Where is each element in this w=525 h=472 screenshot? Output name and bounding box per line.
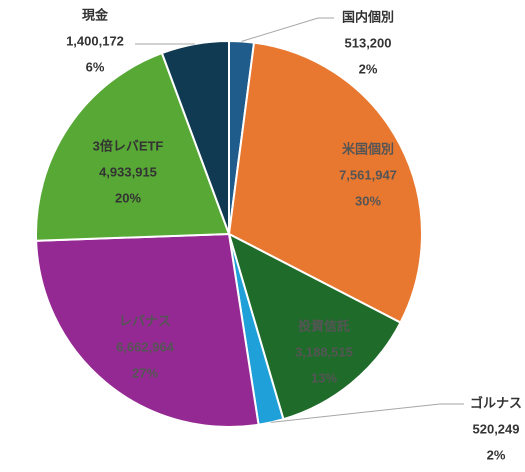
slice-value: 3,188,515	[295, 344, 353, 359]
pie-slice	[227, 232, 402, 421]
leader-line	[271, 403, 464, 423]
slice-label: 米国個別	[342, 141, 394, 156]
pie-slice	[160, 39, 230, 235]
slice-value: 4,933,915	[99, 164, 157, 179]
slice-value: 6,662,964	[116, 339, 175, 354]
slice-label: 現金	[82, 7, 109, 22]
pie-slice	[35, 51, 231, 242]
leader-line	[241, 17, 334, 42]
pie-slice	[227, 41, 423, 324]
slice-percent: 13%	[311, 370, 337, 385]
slice-percent: 2%	[359, 61, 378, 76]
slice-value: 513,200	[345, 35, 392, 50]
slice-label: レバナス	[119, 313, 171, 328]
slice-percent: 30%	[355, 193, 381, 208]
slice-label: ゴルナス	[470, 395, 522, 410]
slice-value: 1,400,172	[66, 33, 124, 48]
pie-slice	[35, 232, 260, 428]
slice-label: 3倍レバETF	[93, 138, 164, 153]
slice-value: 7,561,947	[339, 167, 397, 182]
slice-percent: 2%	[487, 447, 506, 462]
slice-label: 投資信託	[298, 318, 350, 333]
slice-value: 520,249	[473, 421, 520, 436]
slice-percent: 27%	[132, 365, 158, 380]
slice-percent: 6%	[86, 59, 105, 74]
slice-label: 国内個別	[342, 9, 394, 24]
slice-percent: 20%	[115, 190, 141, 205]
